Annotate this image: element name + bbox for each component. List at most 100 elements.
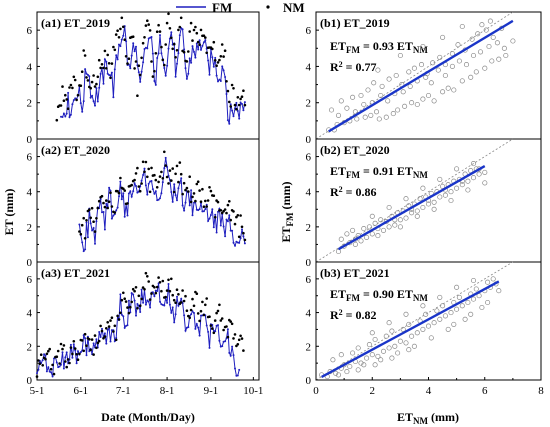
panel-a1-fm-point: [215, 74, 218, 77]
panel-b1-scatter-point: [371, 80, 377, 86]
panel-a3-fm-point: [99, 336, 102, 338]
panel-a1-nm-point: [219, 55, 223, 58]
panel-b3-eq-mid: = 0.90 ET: [360, 287, 413, 301]
panel-a3-nm-point: [48, 347, 51, 351]
panel-a2-nm-point: [85, 219, 88, 222]
panel-a1-nm-point: [122, 25, 125, 29]
panel-b2-scatter-point: [414, 208, 420, 214]
panel-a3-fm-point: [36, 372, 38, 375]
panel-a1-y-tick-label: 2: [27, 98, 33, 110]
panel-a2-nm-point: [95, 217, 98, 220]
panel-a3-fm-point: [130, 292, 133, 295]
panel-a1-fm-point: [79, 102, 82, 105]
panel-a1-nm-point: [192, 28, 196, 32]
right-x-axis-title: ETNM (mm): [397, 410, 459, 426]
panel-b3-scatter-point: [344, 369, 350, 375]
panel-a3-nm-point: [157, 276, 160, 279]
panel-b2-r2-label: R: [330, 185, 339, 199]
panel-a3-fm-point: [232, 354, 235, 357]
panel-a1-et-2019: (a1) ET_2019 0 2 4 6: [27, 11, 260, 146]
panel-a2-nm-point: [206, 199, 210, 202]
panel-a1-nm-point: [126, 62, 129, 65]
panel-b2-scatter-point: [358, 238, 364, 244]
panel-b3-scatter-point: [389, 355, 395, 361]
panel-a2-nm-point: [239, 214, 242, 217]
panel-a1-nm-point: [220, 43, 224, 46]
panel-a3-nm-point: [117, 318, 121, 321]
panel-a3-fm-point: [77, 350, 79, 353]
panel-a3-nm-point: [147, 280, 150, 283]
panel-a2-fm-point: [197, 209, 200, 212]
panel-b1-scatter-point: [414, 101, 420, 108]
panel-a3-fm-point: [217, 324, 219, 327]
panel-a1-fm-point: [236, 110, 239, 112]
panel-a1-nm-point: [93, 85, 97, 88]
panel-a2-fm-point: [170, 191, 173, 193]
panel-a2-fm-point: [176, 199, 178, 202]
panel-a2-fm-point: [243, 242, 246, 245]
panel-a2-nm-point: [164, 164, 167, 167]
panel-a1-fm-point: [242, 109, 245, 112]
panel-a3-nm-point: [192, 304, 196, 308]
panel-a2-nm-point: [117, 191, 121, 195]
panel-a2-y-ticks: 0 2 4 6: [27, 138, 40, 269]
panel-a1-fm-point: [132, 42, 135, 45]
panel-b2-scatter-point: [352, 241, 358, 247]
panel-b1-scatter-point: [440, 89, 446, 95]
panel-a1-nm-point: [147, 23, 150, 26]
panel-b1-r2-value: = 0.77: [343, 60, 377, 74]
panel-b1-scatter-point: [479, 22, 485, 28]
panel-a1-nm-point: [127, 57, 131, 60]
panel-a2-nm-point: [195, 182, 199, 186]
panel-b1-y-tick-label: 4: [306, 61, 312, 73]
panel-b3-scatter-point: [485, 299, 491, 306]
panel-a1-nm-point: [157, 23, 160, 27]
panel-a2-nm-point: [155, 186, 159, 189]
panel-a1-nm-point: [222, 55, 225, 58]
panel-b1-scatter-point: [379, 83, 385, 89]
panel-a3-fm-point: [98, 331, 101, 333]
panel-a1-nm-point: [215, 64, 218, 67]
panel-b3-et-2021: (b3) ET_2021 ETFM = 0.90 ETNM R2 = 0.82 …: [306, 261, 544, 397]
panel-b1-scatter-point: [397, 52, 403, 59]
panel-b2-scatter-point: [440, 183, 446, 189]
panel-a2-fm-point: [201, 210, 204, 213]
panel-a2-fm-point: [198, 208, 201, 211]
panel-a1-nm-point: [73, 78, 77, 82]
panel-b1-scatter-point: [487, 18, 493, 24]
panel-b2-scatter-point: [425, 201, 432, 207]
panel-a2-nm-point: [204, 199, 207, 203]
panel-a1-fm-point: [198, 39, 201, 42]
panel-a1-nm-point: [82, 49, 85, 52]
panel-b1-scatter-point: [361, 101, 367, 108]
panel-a3-fm-point: [101, 327, 103, 330]
panel-b1-scatter-point: [378, 92, 384, 99]
panel-a1-fm-point: [99, 72, 102, 75]
panel-b3-scatter-point: [448, 310, 454, 316]
panel-a2-fm-point: [133, 182, 136, 185]
panel-b3-scatter-point: [395, 350, 401, 356]
panel-a2-nm-point: [96, 206, 100, 210]
panel-b1-scatter-point: [486, 43, 492, 50]
panel-a3-fm-point: [109, 340, 112, 343]
panel-a3-fm-point: [105, 342, 108, 345]
panel-a1-fm-point: [113, 68, 116, 71]
panel-a2-nm-point: [148, 190, 152, 194]
panel-b1-scatter-point: [383, 114, 389, 120]
panel-a3-fm-point: [106, 328, 109, 331]
panel-b3-scatter-point: [496, 288, 502, 294]
panel-a2-nm-point: [182, 181, 186, 185]
panel-a2-nm-point: [154, 178, 158, 182]
panel-b2-scatter-point: [386, 224, 392, 230]
panel-a2-nm-point: [100, 194, 104, 198]
panel-a2-nm-point: [107, 200, 111, 203]
panel-a3-nm-point: [219, 319, 223, 322]
panel-a3-nm-point: [179, 301, 183, 304]
panel-a2-fm-point: [119, 180, 122, 183]
panel-a3-nm-point: [153, 286, 156, 289]
panel-b2-scatter-point: [375, 233, 381, 239]
panel-a3-nm-point: [143, 288, 146, 291]
panel-a3-fm-point: [71, 356, 74, 359]
panel-a2-nm-point: [92, 220, 95, 223]
panel-a1-fm-point: [150, 36, 153, 38]
